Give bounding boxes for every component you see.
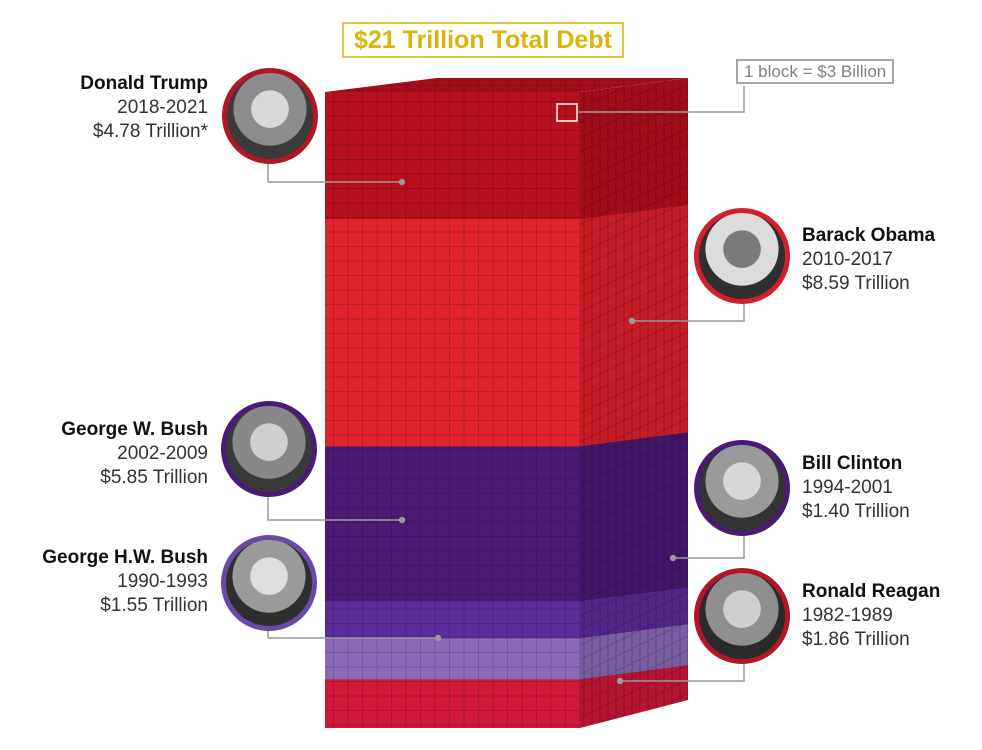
president-debt: $8.59 Trillion [802, 273, 910, 294]
president-name: George W. Bush [61, 419, 208, 440]
leader-dot-barack-obama [628, 317, 636, 325]
label-george-w-bush: George W. Bush 2002-2009 $5.85 Trillion [61, 418, 208, 490]
president-years: 2002-2009 [117, 443, 208, 464]
president-years: 1994-2001 [802, 477, 893, 498]
president-name: Ronald Reagan [802, 581, 941, 602]
president-debt: $1.40 Trillion [802, 501, 910, 522]
leader-dot-george-w-bush [398, 516, 406, 524]
leader-line-barack-obama [632, 300, 745, 322]
leader-dot-george-h-w-bush [434, 634, 442, 642]
president-name: Bill Clinton [802, 453, 903, 474]
legend-leader-line [577, 86, 745, 113]
george-w-bush-portrait [221, 401, 317, 497]
leader-dot-bill-clinton [669, 554, 677, 562]
ronald-reagan-portrait [694, 568, 790, 664]
president-debt: $5.85 Trillion [100, 467, 208, 488]
label-bill-clinton: Bill Clinton 1994-2001 $1.40 Trillion [802, 452, 910, 524]
president-name: Barack Obama [802, 225, 936, 246]
block-legend: 1 block = $3 Billion [736, 59, 895, 84]
leader-line-george-w-bush [267, 496, 402, 521]
president-name: George H.W. Bush [42, 547, 208, 568]
block-top-grid [325, 78, 688, 92]
president-years: 2010-2017 [802, 249, 893, 270]
side-shade [580, 78, 688, 728]
label-george-hw-bush: George H.W. Bush 1990-1993 $1.55 Trillio… [42, 546, 208, 618]
leader-line-donald-trump [267, 158, 402, 183]
chart-title: $21 Trillion Total Debt [342, 22, 624, 58]
president-years: 2018-2021 [117, 97, 208, 118]
label-donald-trump: Donald Trump 2018-2021 $4.78 Trillion* [80, 72, 208, 144]
side-grid-overlay [580, 78, 688, 728]
president-debt: $1.55 Trillion [100, 595, 208, 616]
george-hw-bush-portrait [221, 535, 317, 631]
president-name: Donald Trump [80, 73, 208, 94]
barack-obama-portrait [694, 208, 790, 304]
front-grid-overlay [325, 92, 580, 728]
leader-line-george-h-w-bush [267, 628, 438, 639]
donald-trump-portrait [222, 68, 318, 164]
president-years: 1990-1993 [117, 571, 208, 592]
leader-line-ronald-reagan [620, 660, 745, 682]
leader-dot-ronald-reagan [616, 677, 624, 685]
president-debt: $1.86 Trillion [802, 629, 910, 650]
bill-clinton-portrait [694, 440, 790, 536]
label-ronald-reagan: Ronald Reagan 1982-1989 $1.86 Trillion [802, 580, 940, 652]
president-debt: $4.78 Trillion* [92, 121, 208, 142]
leader-line-bill-clinton [673, 532, 745, 559]
leader-dot-donald-trump [398, 178, 406, 186]
president-years: 1982-1989 [802, 605, 893, 626]
label-barack-obama: Barack Obama 2010-2017 $8.59 Trillion [802, 224, 935, 296]
